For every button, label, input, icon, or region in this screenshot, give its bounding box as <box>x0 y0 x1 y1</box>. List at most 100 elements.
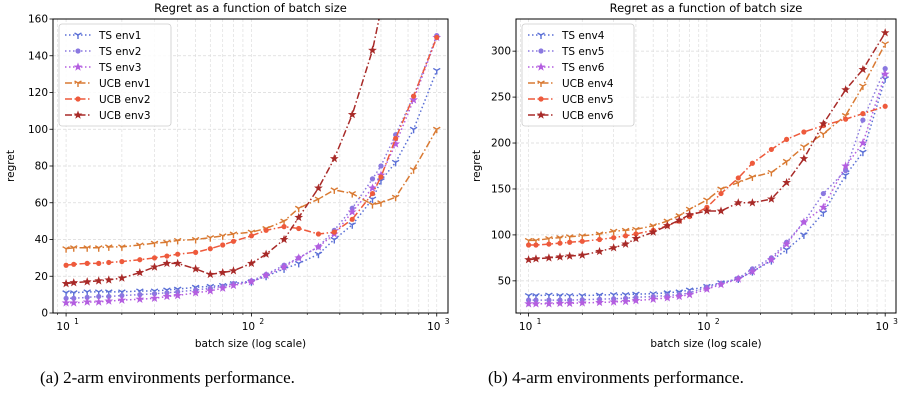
series-line <box>65 128 438 250</box>
data-point <box>193 249 199 255</box>
data-point <box>96 260 102 266</box>
data-point <box>162 291 172 301</box>
data-point <box>63 262 69 268</box>
data-point <box>62 246 70 253</box>
data-point <box>674 215 684 224</box>
data-point <box>314 251 323 259</box>
legend-label: TS env3 <box>98 62 141 74</box>
legend-marker <box>73 62 83 71</box>
data-point <box>800 144 808 151</box>
data-point <box>82 297 92 306</box>
data-point <box>230 238 237 244</box>
data-point <box>94 245 103 252</box>
data-point <box>294 253 304 262</box>
data-point <box>609 297 619 306</box>
panel-b-legend: TS env4 TS env5 TS env6 UCB env4 UCB env5 UCB… <box>521 23 635 127</box>
panel-b-x-axis-label: batch size (log scale) <box>650 338 761 350</box>
data-point <box>229 266 238 275</box>
data-point <box>369 190 376 197</box>
data-point <box>71 261 77 267</box>
data-point <box>859 83 867 91</box>
data-point <box>104 275 114 284</box>
data-point <box>69 245 78 252</box>
data-point <box>531 299 541 308</box>
data-point <box>662 293 672 302</box>
data-point <box>347 109 357 119</box>
data-point <box>577 298 587 307</box>
legend-label: UCB env4 <box>562 78 614 90</box>
data-point <box>621 239 630 248</box>
data-point <box>218 283 228 292</box>
data-point <box>150 293 159 303</box>
series-line <box>66 70 438 294</box>
legend-label: TS env4 <box>561 30 605 42</box>
panel-a-legend: TS env1 TS env2 TS env3 UCB env1 UCB env2 UCB… <box>58 23 172 127</box>
data-point <box>393 135 399 142</box>
data-point <box>735 175 741 181</box>
data-point <box>409 95 418 104</box>
legend-label: UCB env5 <box>562 94 614 106</box>
data-point <box>685 210 694 219</box>
data-point <box>191 264 200 273</box>
x-tick-exponent: 1 <box>537 317 542 326</box>
panel-b-chart: 50 100 150 200 250 300 10 1 10 2 10 3 Regret as a fu… <box>471 1 898 350</box>
data-point <box>296 225 302 232</box>
data-point <box>162 258 172 268</box>
y-tick-label: 0 <box>41 308 48 320</box>
y-tick-label: 40 <box>35 234 48 246</box>
x-tick-label: 10 <box>56 321 69 333</box>
data-point <box>734 179 743 187</box>
data-point <box>819 131 828 138</box>
data-point <box>247 277 256 286</box>
data-point <box>544 299 554 308</box>
data-point <box>782 158 791 166</box>
legend-marker <box>536 110 546 119</box>
data-point <box>609 243 619 252</box>
x-tick-exponent: 3 <box>893 317 898 326</box>
data-point <box>261 270 271 280</box>
y-tick-label: 120 <box>28 87 48 99</box>
data-point <box>294 212 304 222</box>
data-point <box>117 273 127 282</box>
data-point <box>173 258 183 268</box>
data-point <box>61 298 71 307</box>
y-tick-label: 20 <box>35 271 48 283</box>
data-point <box>314 196 323 204</box>
data-point <box>281 224 287 230</box>
data-point <box>648 294 658 303</box>
data-point <box>858 64 868 74</box>
legend-label: TS env2 <box>98 46 141 58</box>
y-tick-label: 100 <box>491 229 511 241</box>
data-point <box>782 177 791 187</box>
data-point <box>348 222 357 229</box>
y-tick-label: 300 <box>491 46 511 58</box>
panel-a-series-group <box>61 19 442 307</box>
data-point <box>841 161 850 170</box>
data-point <box>391 139 401 148</box>
data-point <box>378 163 384 169</box>
legend-label: TS env6 <box>561 62 605 74</box>
data-point <box>349 216 355 222</box>
legend-box <box>58 23 172 127</box>
data-point <box>784 136 790 142</box>
data-point <box>565 251 575 260</box>
data-point <box>524 255 533 264</box>
data-point <box>205 269 215 279</box>
data-point <box>314 242 323 251</box>
y-tick-label: 250 <box>491 92 511 104</box>
data-point <box>555 252 565 261</box>
data-point <box>801 129 807 135</box>
legend-marker <box>74 80 82 87</box>
data-point <box>859 149 867 157</box>
data-point <box>768 146 774 153</box>
data-point <box>96 293 102 300</box>
data-point <box>531 254 541 263</box>
y-tick-label: 100 <box>28 124 48 136</box>
data-point <box>733 198 743 207</box>
data-point <box>767 194 776 203</box>
legend-marker <box>75 48 81 54</box>
data-point <box>718 190 724 197</box>
data-point <box>207 246 213 252</box>
data-point <box>220 242 226 248</box>
legend-marker <box>538 96 544 102</box>
